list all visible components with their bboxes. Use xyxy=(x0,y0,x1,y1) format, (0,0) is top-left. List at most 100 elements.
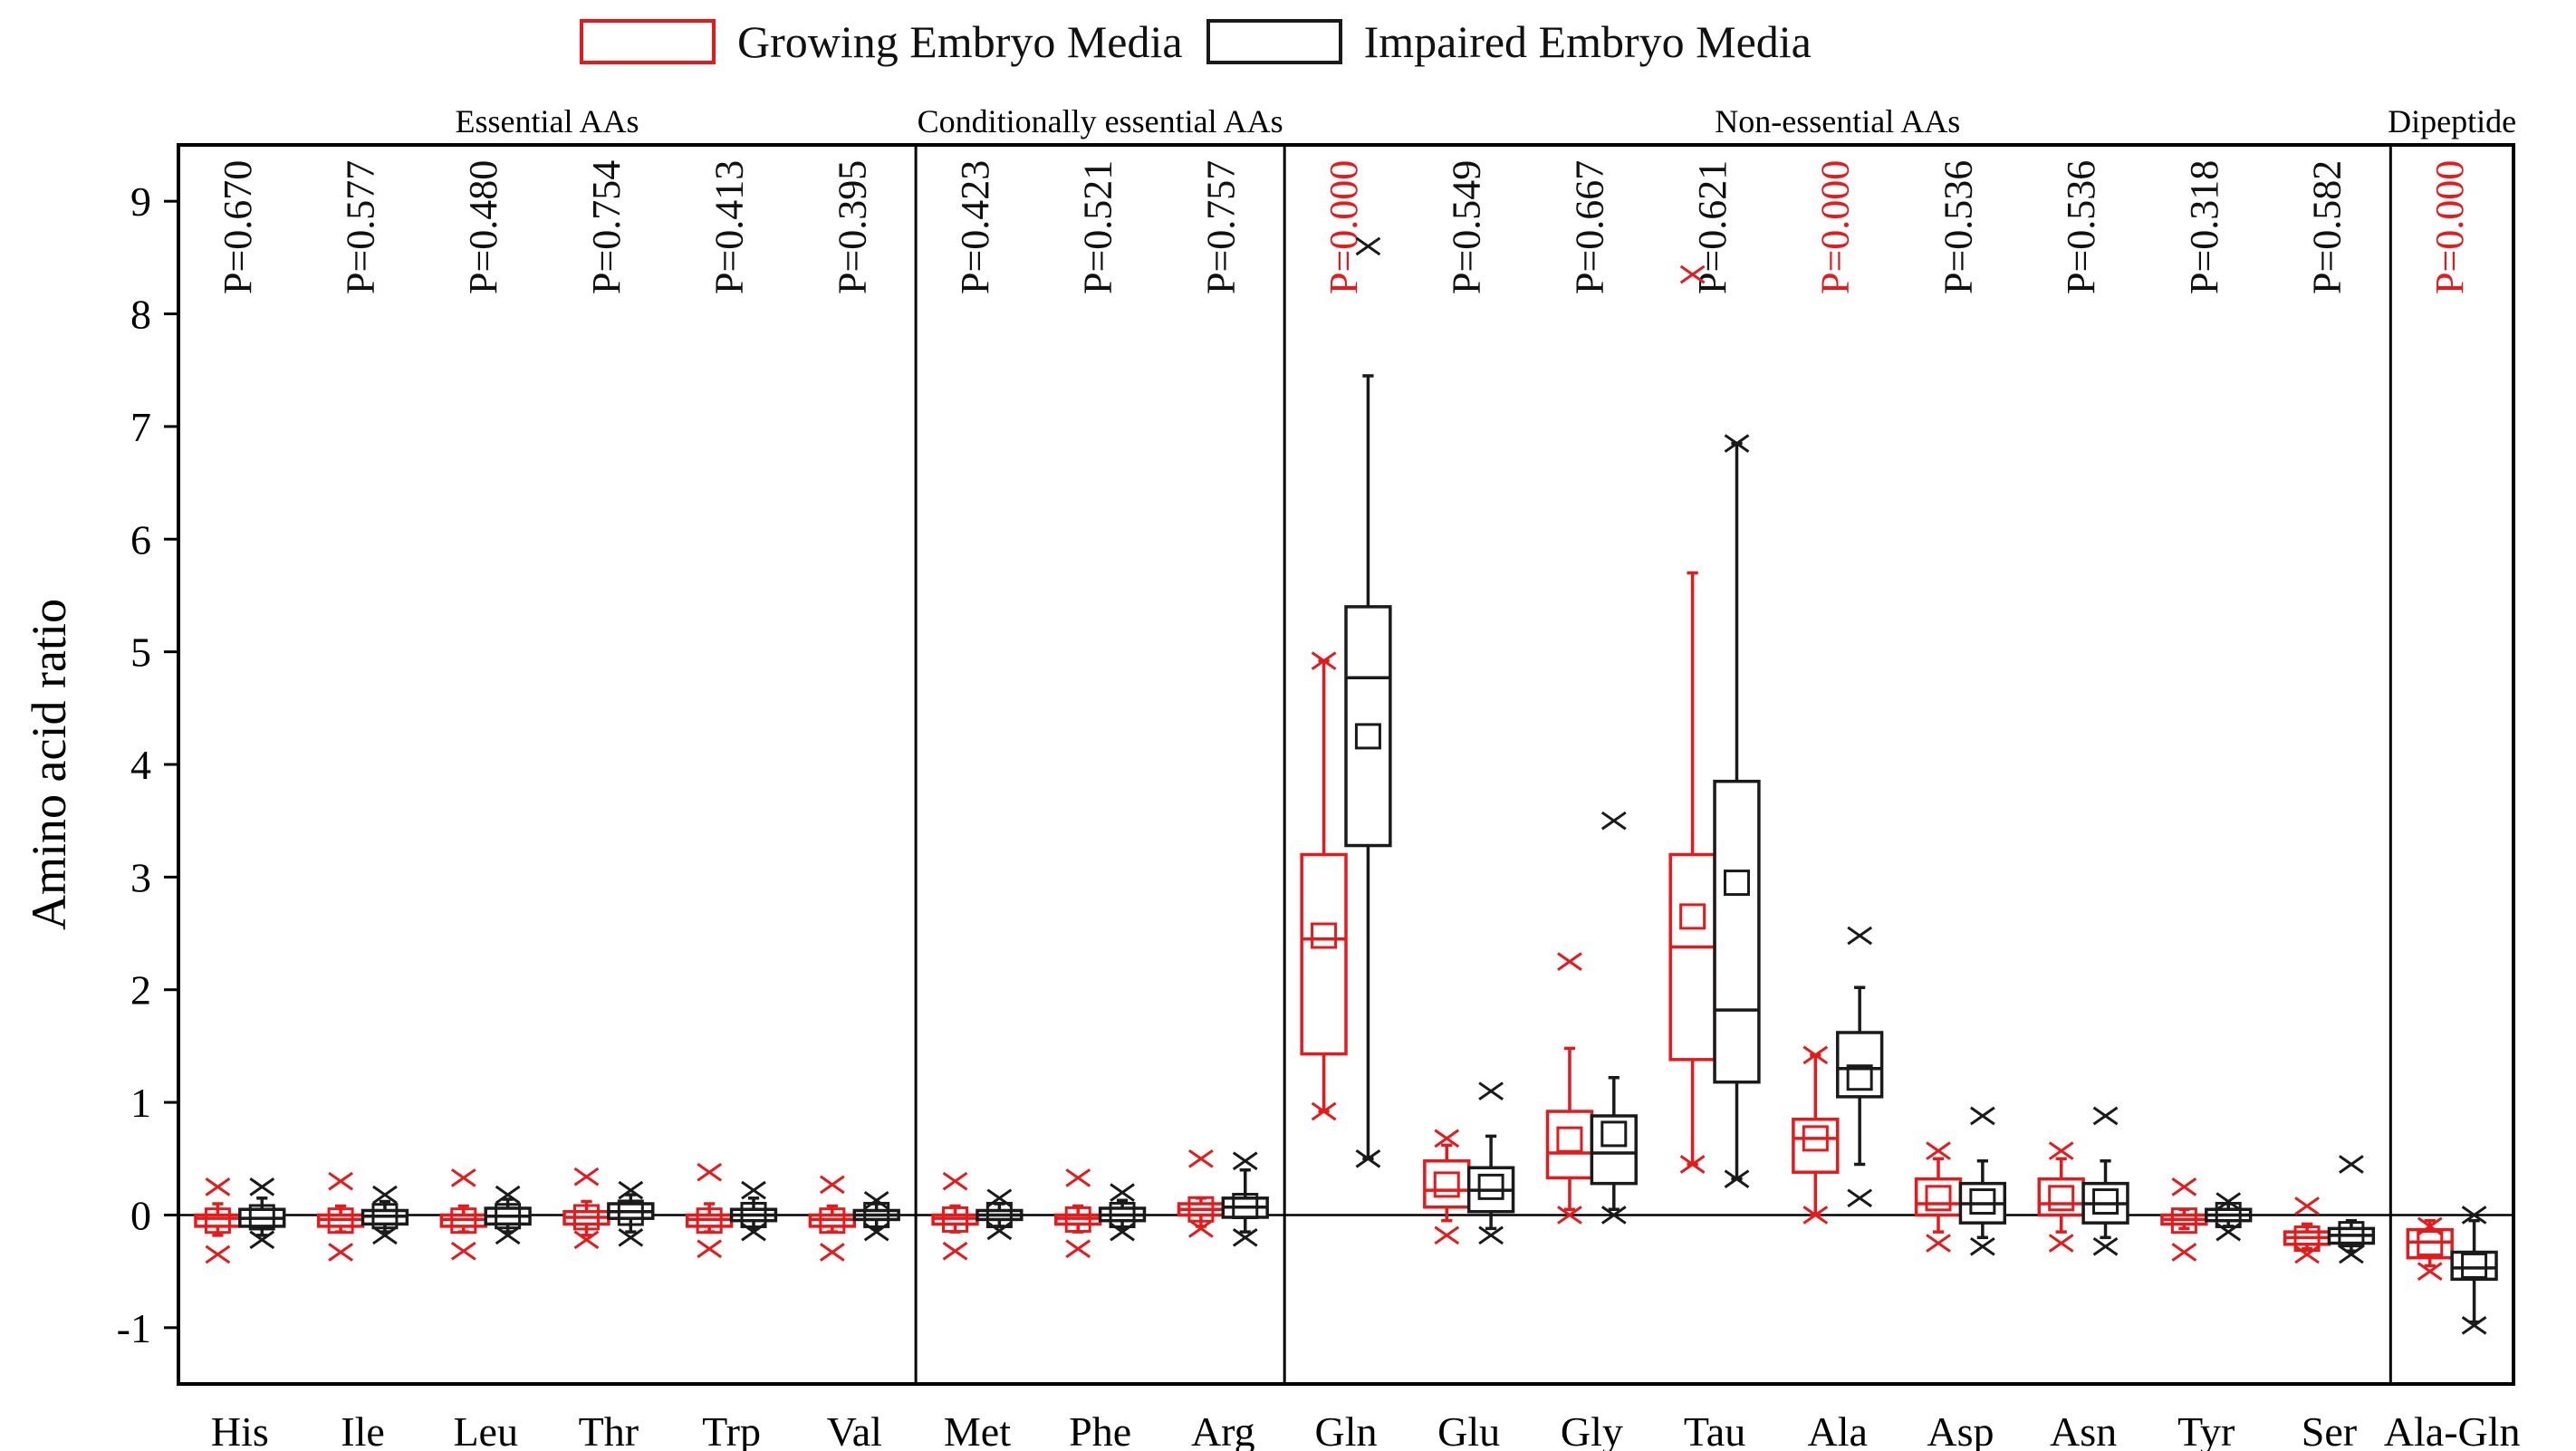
extreme-marker-max xyxy=(2417,1216,2443,1236)
extreme-marker-min xyxy=(942,1241,968,1261)
extreme-marker-min xyxy=(986,1221,1013,1241)
extreme-marker-max xyxy=(1969,1106,1995,1126)
extreme-marker-min xyxy=(819,1243,845,1262)
x-tick-label: Tau xyxy=(1684,1408,1745,1451)
extreme-marker-min xyxy=(2461,1316,2487,1335)
extreme-marker-min xyxy=(1065,1239,1091,1259)
extreme-marker-max xyxy=(2092,1106,2119,1126)
extreme-marker-max xyxy=(2216,1192,2242,1211)
group-label: Non-essential AAs xyxy=(1715,103,1960,139)
box xyxy=(1792,1117,1840,1174)
extreme-marker-min xyxy=(2417,1262,2443,1281)
mean-marker xyxy=(1311,922,1338,949)
extreme-marker-min xyxy=(1802,1206,1829,1225)
mean-marker xyxy=(1477,1173,1504,1200)
mean-marker xyxy=(1556,1126,1583,1153)
y-tick-label: 0 xyxy=(130,1192,151,1238)
extreme-marker-max xyxy=(2171,1177,2197,1196)
extreme-marker-min xyxy=(863,1222,889,1242)
extreme-marker-min xyxy=(495,1225,521,1245)
extreme-marker-min xyxy=(618,1228,644,1247)
extreme-marker-min xyxy=(2171,1243,2197,1262)
extreme-marker-min xyxy=(249,1230,275,1250)
extreme-marker-max xyxy=(1065,1168,1091,1187)
extreme-marker-min xyxy=(205,1244,231,1264)
x-tick-label: Glu xyxy=(1437,1408,1500,1451)
y-tick-label: 4 xyxy=(130,742,151,788)
extreme-marker-min xyxy=(2216,1222,2242,1242)
extreme-marker-max xyxy=(1600,811,1627,831)
mean-marker xyxy=(2092,1188,2119,1216)
legend-item-impaired: Impaired Embryo Media xyxy=(1206,15,1812,68)
mean-marker xyxy=(1064,1206,1091,1233)
legend-label-impaired: Impaired Embryo Media xyxy=(1363,16,1812,67)
extreme-marker-min xyxy=(372,1225,398,1245)
box xyxy=(1300,852,1348,1056)
x-tick-label: Asn xyxy=(2050,1408,2117,1451)
p-value-label: P=0.670 xyxy=(216,160,260,294)
mean-marker xyxy=(1109,1201,1136,1228)
box xyxy=(1344,605,1392,848)
mean-marker xyxy=(2293,1225,2321,1253)
p-value-label: P=0.754 xyxy=(584,160,629,294)
mean-marker xyxy=(942,1206,969,1233)
extreme-marker-min xyxy=(1232,1228,1258,1247)
extreme-marker-min xyxy=(1557,1206,1582,1225)
y-axis-label: Amino acid ratio xyxy=(22,599,76,930)
box xyxy=(1590,1114,1638,1186)
mean-marker xyxy=(327,1207,354,1235)
mean-marker xyxy=(740,1201,767,1228)
p-value-label: P=0.667 xyxy=(1567,160,1611,294)
p-value-label: P=0.000 xyxy=(1322,160,1366,294)
x-tick-label: Phe xyxy=(1069,1408,1131,1451)
extreme-marker-max xyxy=(1847,926,1873,946)
extreme-marker-max xyxy=(1926,1141,1951,1160)
p-value-label: P=0.413 xyxy=(707,160,752,294)
mean-marker xyxy=(1969,1188,1996,1216)
y-tick-label: 6 xyxy=(130,516,151,562)
box xyxy=(194,1213,242,1228)
extreme-marker-max xyxy=(1434,1129,1460,1148)
p-value-label: P=0.423 xyxy=(953,160,997,294)
y-tick-label: 5 xyxy=(130,629,151,676)
mean-marker xyxy=(1600,1120,1628,1148)
extreme-marker-max xyxy=(741,1180,766,1200)
mean-marker xyxy=(572,1204,600,1231)
mean-marker xyxy=(696,1207,723,1235)
extreme-marker-max xyxy=(618,1180,644,1200)
extreme-marker-max xyxy=(495,1185,521,1205)
extreme-marker-min xyxy=(1926,1234,1951,1253)
p-value-label: P=0.000 xyxy=(2427,160,2472,294)
box xyxy=(1545,1110,1594,1180)
box xyxy=(1668,852,1716,1062)
extreme-marker-min xyxy=(1600,1206,1627,1225)
extreme-marker-min xyxy=(1847,1188,1873,1208)
y-tick-label: 8 xyxy=(130,292,151,338)
p-value-label: P=0.757 xyxy=(1198,160,1243,294)
extreme-marker-min xyxy=(697,1239,723,1259)
extreme-marker-max xyxy=(1802,1045,1829,1065)
x-tick-label: Ala-Gln xyxy=(2384,1408,2521,1451)
extreme-marker-min xyxy=(2339,1244,2364,1264)
extreme-marker-min xyxy=(1434,1225,1460,1245)
extreme-marker-min xyxy=(573,1230,600,1250)
x-tick-label: Thr xyxy=(579,1408,639,1451)
x-tick-label: Leu xyxy=(453,1408,518,1451)
p-value-label: P=0.536 xyxy=(1936,160,1980,294)
y-tick-label: -1 xyxy=(117,1305,151,1351)
legend-swatch-impaired xyxy=(1206,19,1342,64)
y-tick-label: 3 xyxy=(130,854,151,900)
mean-marker xyxy=(1925,1185,1952,1212)
extreme-marker-max xyxy=(1478,1081,1504,1100)
box xyxy=(2406,1227,2454,1260)
y-tick-label: 2 xyxy=(130,967,151,1014)
extreme-marker-max xyxy=(1110,1183,1135,1202)
mean-marker xyxy=(1846,1064,1873,1091)
mean-marker xyxy=(2215,1201,2242,1228)
mean-marker xyxy=(863,1201,890,1228)
extreme-marker-min xyxy=(1969,1236,1995,1256)
extreme-marker-min xyxy=(1724,1169,1750,1188)
x-tick-label: Trp xyxy=(702,1408,761,1451)
extreme-marker-max xyxy=(986,1188,1013,1208)
